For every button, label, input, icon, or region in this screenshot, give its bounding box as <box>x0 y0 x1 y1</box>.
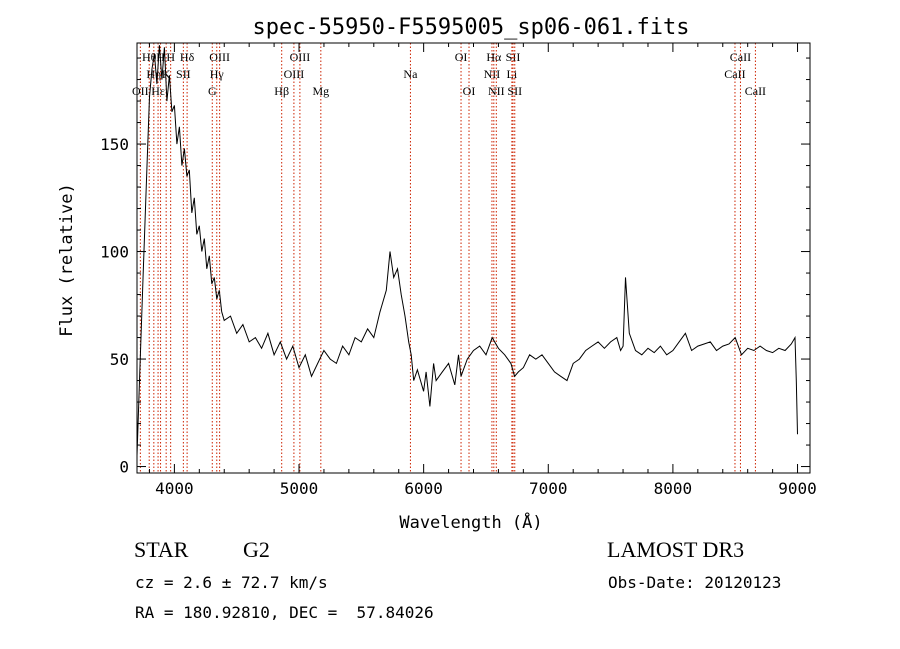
line-markers: OIIHθHηHεHKHSIIHδGHγOIIIHβOIIIOIIIMgNaOI… <box>132 43 766 473</box>
line-marker-label: Hε <box>151 84 165 98</box>
y-axis-label: Flux (relative) <box>57 183 77 337</box>
x-tick-label: 9000 <box>778 479 817 498</box>
line-marker-label: G <box>208 84 217 98</box>
axis-ticks: 4000 5000 6000 7000 8000 9000 0 50 100 150 <box>100 43 817 498</box>
line-marker-label: Hα <box>486 50 502 64</box>
y-tick-label: 50 <box>110 350 129 369</box>
x-axis-label: Wavelength (Å) <box>399 511 542 533</box>
line-marker-label: H <box>166 50 175 64</box>
plot-frame <box>136 42 811 474</box>
line-marker-label: SII <box>506 50 521 64</box>
line-marker-label: CaII <box>745 84 766 98</box>
y-tick-label: 150 <box>100 135 129 154</box>
line-marker-label: OIII <box>284 67 305 81</box>
line-marker-label: CaII <box>730 50 751 64</box>
y-tick-label: 0 <box>119 458 129 477</box>
line-marker-label: NII <box>488 84 505 98</box>
line-marker-label: Li <box>507 67 518 81</box>
line-marker-label: SII <box>507 84 522 98</box>
line-marker-label: OI <box>463 84 476 98</box>
line-marker-label: K <box>162 67 171 81</box>
line-marker-label: OIII <box>290 50 311 64</box>
line-marker-label: NII <box>484 67 501 81</box>
survey-label: LAMOST DR3 <box>607 537 745 562</box>
line-marker-label: Hη <box>146 67 161 81</box>
x-tick-label: 8000 <box>654 479 693 498</box>
line-marker-label: OIII <box>209 50 230 64</box>
line-marker-label: Mg <box>312 84 329 98</box>
line-marker-label: Hγ <box>210 67 225 81</box>
line-marker-label: SII <box>176 67 191 81</box>
chart-title: spec-55950-F5595005_sp06-061.fits <box>252 15 689 40</box>
line-marker-label: Na <box>403 67 418 81</box>
x-tick-label: 5000 <box>280 479 319 498</box>
line-marker-label: Hδ <box>180 50 195 64</box>
subclass: G2 <box>243 537 270 562</box>
line-marker-label: CaII <box>724 67 745 81</box>
line-marker-label: OI <box>455 50 468 64</box>
obs-date-text: Obs-Date: 20120123 <box>608 573 782 592</box>
object-class: STAR <box>134 537 189 562</box>
x-tick-label: 6000 <box>404 479 443 498</box>
spectrum-line <box>136 45 798 456</box>
redshift-text: cz = 2.6 ± 72.7 km/s <box>135 573 328 592</box>
line-marker-label: Hβ <box>274 84 289 98</box>
x-tick-label: 4000 <box>155 479 194 498</box>
line-marker-label: OII <box>132 84 149 98</box>
x-tick-label: 7000 <box>529 479 568 498</box>
y-tick-label: 100 <box>100 243 129 262</box>
coordinates-text: RA = 180.92810, DEC = 57.84026 <box>135 603 434 622</box>
